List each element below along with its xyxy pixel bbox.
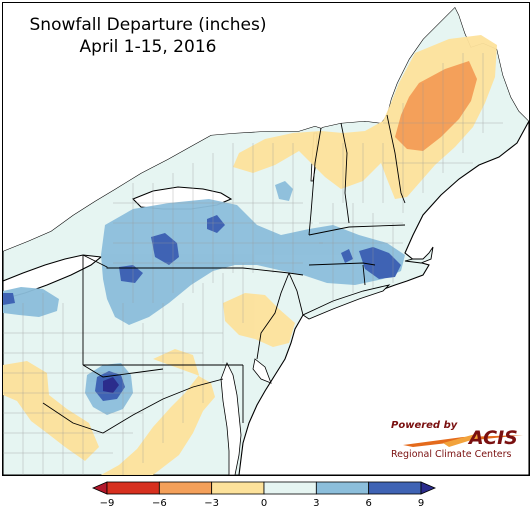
vt-nh-border	[340, 122, 350, 224]
ma-north-border	[308, 224, 406, 236]
acis-swoosh-icon	[403, 433, 523, 447]
state-boundaries	[42, 114, 406, 434]
long-island	[302, 284, 391, 320]
map-title: Snowfall Departure (inches)	[29, 15, 267, 35]
ny-nj-border	[288, 272, 304, 316]
legend-under-arrow	[91, 481, 108, 495]
legend-tick-label: 0	[260, 498, 268, 509]
legend-over-arrow	[420, 481, 437, 495]
regional-climate-centers-label: Regional Climate Centers	[391, 449, 512, 460]
departure-negative-small	[3, 35, 497, 475]
snowfall-departure-map	[3, 3, 529, 475]
legend-bin	[211, 481, 265, 495]
legend-tick-label: −3	[204, 498, 220, 509]
legend-bin	[315, 481, 370, 495]
acis-brand: ACIS	[469, 427, 518, 449]
legend-bin	[106, 481, 160, 495]
legend-colorbar	[91, 481, 437, 495]
county-boundaries	[3, 53, 503, 475]
legend-tick-label: −9	[99, 498, 115, 509]
powered-by-label: Powered by	[391, 420, 458, 431]
ny-pa-border	[82, 254, 304, 276]
legend-tick-label: 6	[365, 498, 372, 509]
nh-me-border	[386, 114, 406, 204]
wv-md-border	[82, 364, 164, 378]
map-date-range: April 1-15, 2016	[79, 37, 217, 57]
legend-tick-label: 3	[313, 498, 320, 509]
map-panel: Snowfall Departure (inches) April 1-15, …	[2, 2, 530, 476]
legend-tick-label: −6	[151, 498, 167, 509]
ny-vt-border	[308, 127, 322, 236]
nj-pa-border	[256, 272, 290, 360]
ct-ri-border	[362, 264, 366, 286]
legend-tick-label: 9	[417, 498, 425, 509]
legend-bin	[368, 481, 422, 495]
acis-logo: Powered by ACIS Regional Climate Centers	[383, 415, 528, 463]
cape-cod	[404, 246, 434, 264]
departure-negative-medium	[395, 61, 477, 151]
wv-va-border	[42, 378, 224, 434]
color-legend: −9 −6 −3 0 3 6 9	[0, 474, 531, 511]
legend-bin	[158, 481, 213, 495]
delaware-bay	[252, 358, 272, 384]
canada-area	[3, 3, 529, 251]
departure-positive-large	[103, 377, 119, 393]
ma-south-border	[308, 262, 376, 266]
chesapeake-bay	[220, 362, 242, 475]
legend-bin	[263, 481, 317, 495]
